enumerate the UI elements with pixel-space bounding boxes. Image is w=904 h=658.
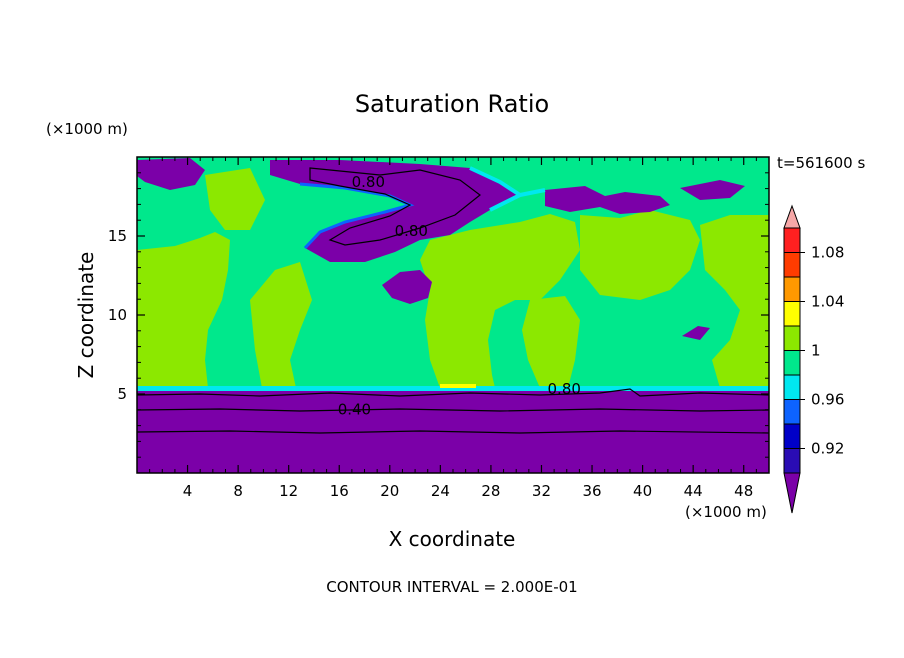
field-region-lime-right-top (580, 210, 700, 300)
y-unit-label: (×1000 m) (46, 120, 128, 138)
field-region-yellow-spot (440, 384, 476, 388)
colorbar-swatch (783, 252, 801, 278)
colorbar-tick-label: 1 (811, 342, 821, 360)
colorbar-swatch (783, 399, 801, 425)
x-tick-label: 24 (431, 482, 450, 500)
contour-line-080-upper (309, 167, 481, 246)
x-tick-label: 4 (183, 482, 193, 500)
colorbar-swatch (783, 227, 801, 253)
contour-label: 0.80 (395, 222, 428, 240)
field-region-dry-top-right (545, 186, 670, 214)
field-region-lime-middle (420, 214, 580, 388)
y-tick-label: 10 (108, 306, 127, 324)
field-region-lime-mid-right (522, 296, 580, 388)
x-tick-label: 8 (233, 482, 243, 500)
colorbar-tick-label: 1.04 (811, 293, 844, 311)
colorbar-swatch (783, 301, 801, 327)
y-tick-label: 5 (117, 385, 127, 403)
x-tick-label: 36 (582, 482, 601, 500)
field-region-blue-edge (299, 182, 415, 250)
colorbar-swatch (783, 276, 801, 302)
x-tick-label: 44 (684, 482, 703, 500)
x-tick-label: 32 (532, 482, 551, 500)
colorbar-swatch (783, 350, 801, 376)
field-region-dry-fleck (682, 326, 710, 340)
contour-label: 0.80 (352, 173, 385, 191)
colorbar-tick-label: 0.96 (811, 391, 844, 409)
contour-label: 0.40 (338, 401, 371, 419)
contour-line-040 (137, 430, 769, 434)
colorbar-tick-label: 1.08 (811, 244, 844, 262)
colorbar-tick-label: 0.92 (811, 440, 844, 458)
x-tick-label: 28 (481, 482, 500, 500)
field-region-dry-top-left (137, 158, 205, 190)
field-region-lime-left (137, 232, 230, 388)
y-tick-label: 15 (108, 227, 127, 245)
y-axis-ticks: 5 10 15 (108, 172, 769, 458)
colorbar-bottom-triangle (783, 472, 801, 514)
colorbar-top-triangle (783, 204, 801, 229)
contour-label: 0.80 (548, 380, 581, 398)
colorbar-swatch (783, 374, 801, 400)
field-region-dry-cluster (382, 270, 432, 304)
chart-title: Saturation Ratio (355, 90, 549, 118)
contour-line-080 (137, 388, 769, 397)
colorbar-swatch (783, 423, 801, 449)
field-region-cyan-edge (469, 166, 546, 212)
saturation-field (137, 157, 769, 473)
field-region-lime-west (205, 168, 265, 230)
field-region-transition-band (137, 386, 769, 391)
colorbar: 0.92 0.96 1 1.04 1.08 (783, 204, 844, 514)
field-region-lime-center (250, 262, 312, 388)
colorbar-swatch (783, 325, 801, 351)
field-region-dry-top-far-right (680, 180, 745, 200)
field-region-lime-right (700, 215, 769, 388)
contour-line-060 (137, 408, 769, 412)
contour-labels: 0.80 0.80 0.80 0.40 (338, 173, 581, 419)
x-tick-label: 12 (279, 482, 298, 500)
x-unit-label: (×1000 m) (685, 503, 767, 521)
contour-interval-footer: CONTOUR INTERVAL = 2.000E-01 (326, 578, 577, 596)
x-axis-ticks: 4 8 12 16 20 24 28 32 36 40 44 48 (149, 157, 757, 500)
x-tick-label: 20 (380, 482, 399, 500)
colorbar-swatch (783, 448, 801, 474)
time-label: t=561600 s (777, 154, 865, 172)
y-axis-label: Z coordinate (74, 252, 98, 379)
x-tick-label: 48 (734, 482, 753, 500)
x-tick-label: 40 (633, 482, 652, 500)
x-tick-label: 16 (330, 482, 349, 500)
x-axis-label: X coordinate (389, 527, 516, 551)
